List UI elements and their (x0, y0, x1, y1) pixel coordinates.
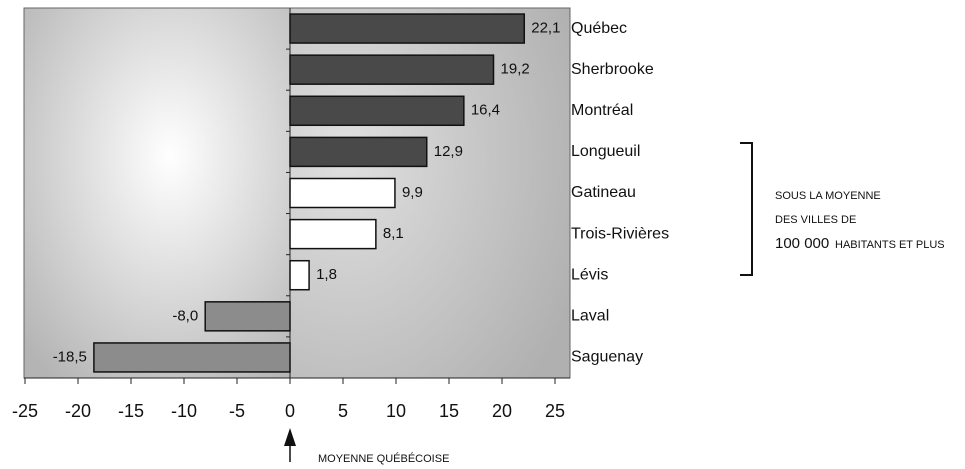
category-label: Sherbrooke (571, 61, 654, 78)
bar (289, 13, 526, 44)
value-label: 12,9 (434, 143, 463, 160)
bracket (740, 142, 753, 276)
value-label: -18,5 (53, 348, 87, 365)
value-label: -8,0 (172, 307, 198, 324)
x-tick-label: -15 (118, 401, 144, 421)
bar (289, 136, 428, 168)
annotation: HABITANTS ET PLUS (835, 239, 945, 251)
bar (289, 218, 377, 250)
arrow-head (284, 428, 296, 446)
bar (289, 54, 495, 85)
annotation: MOYENNE QUÉBÉCOISE (318, 452, 449, 465)
annotation: SOUS LA MOYENNE (775, 190, 881, 202)
x-tick-label: -25 (12, 401, 38, 421)
category-label: Trois-Rivières (571, 225, 669, 242)
x-tick-label: 20 (492, 401, 512, 421)
x-tick-label: 25 (545, 401, 565, 421)
category-label: Montréal (571, 102, 633, 119)
x-tick-label: -5 (229, 401, 245, 421)
category-label: Lévis (571, 266, 608, 283)
value-label: 19,2 (501, 61, 530, 78)
bar (289, 177, 396, 209)
bar (289, 95, 465, 127)
category-label: Québec (571, 20, 627, 37)
x-tick-label: 0 (285, 401, 295, 421)
annotation: 100 000 (775, 235, 829, 252)
x-tick-label: 10 (386, 401, 406, 421)
x-tick-label: -20 (65, 401, 91, 421)
category-label: Gatineau (571, 184, 636, 201)
category-label: Saguenay (571, 349, 643, 366)
value-label: 8,1 (383, 225, 404, 242)
x-tick-label: 5 (338, 401, 348, 421)
bar (204, 301, 291, 332)
value-label: 1,8 (316, 266, 337, 283)
category-label: Longueuil (571, 143, 640, 160)
bar (93, 342, 291, 373)
x-tick-label: 15 (439, 401, 459, 421)
value-label: 9,9 (402, 184, 423, 201)
value-label: 22,1 (531, 20, 560, 37)
x-tick-label: -10 (171, 401, 197, 421)
bar (289, 259, 310, 291)
value-label: 16,4 (471, 102, 500, 119)
category-label: Laval (571, 308, 609, 325)
annotation: DES VILLES DE (775, 214, 856, 226)
